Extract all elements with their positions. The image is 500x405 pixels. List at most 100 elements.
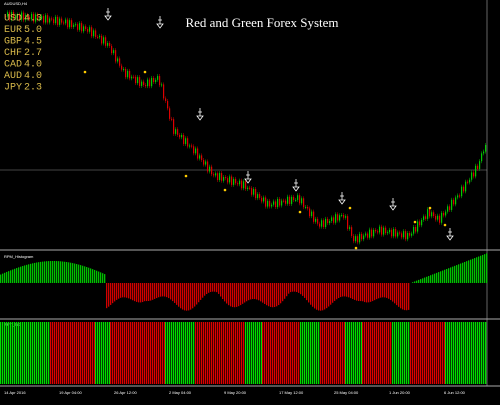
candle <box>457 195 459 198</box>
candle <box>139 77 141 86</box>
candle <box>149 79 151 87</box>
candle <box>113 50 115 54</box>
candle <box>209 166 211 172</box>
oscillator-bar <box>302 283 304 296</box>
candle <box>385 227 387 234</box>
oscillator-bar <box>78 264 80 283</box>
time-label: 2 May 04:00 <box>169 390 192 395</box>
signal-bar <box>349 322 351 384</box>
signal-dot <box>413 220 417 224</box>
signal-bar <box>412 322 414 384</box>
candle <box>321 220 323 227</box>
candle <box>15 15 17 19</box>
oscillator-bar <box>360 283 362 302</box>
signal-bar <box>469 322 471 384</box>
oscillator-bar <box>34 262 36 283</box>
oscillator-bar <box>84 266 86 283</box>
signal-bar <box>130 322 132 384</box>
candle <box>71 20 73 27</box>
oscillator-bar <box>370 283 372 302</box>
candle <box>201 155 203 161</box>
oscillator-bar <box>10 270 12 283</box>
candle <box>289 196 291 204</box>
candle <box>153 77 155 83</box>
candle <box>383 227 385 235</box>
signal-bar <box>296 322 298 384</box>
signal-bar <box>90 322 92 384</box>
oscillator-bar <box>286 283 288 297</box>
signal-bar <box>221 322 223 384</box>
candle <box>337 214 339 221</box>
currency-value: 2.7 <box>24 48 42 59</box>
signal-bar <box>46 322 48 384</box>
oscillator-bar <box>478 256 480 283</box>
oscillator-bar <box>308 283 310 303</box>
candle <box>117 58 119 62</box>
candle <box>193 146 195 154</box>
oscillator-bar <box>92 269 94 283</box>
signal-bar <box>440 322 442 384</box>
oscillator-bar <box>166 283 168 298</box>
oscillator-bar <box>138 283 140 303</box>
candle <box>347 216 349 229</box>
currency-code: USD <box>4 14 22 25</box>
signal-bar <box>10 322 12 384</box>
candle <box>279 198 281 206</box>
candle <box>467 181 469 183</box>
oscillator-bar <box>146 283 148 302</box>
oscillator-bar <box>474 258 476 283</box>
signal-bar <box>355 322 357 384</box>
signal-bar <box>455 322 457 384</box>
signal-bar <box>359 322 361 384</box>
oscillator-bar <box>338 283 340 298</box>
signal-arrow <box>292 179 300 192</box>
candle <box>299 195 301 204</box>
candle <box>407 233 409 240</box>
signal-bar <box>310 322 312 384</box>
signal-bar <box>8 322 10 384</box>
candle <box>291 196 293 204</box>
time-label: 1 Jun 20:00 <box>389 390 411 395</box>
signal-bar <box>52 322 54 384</box>
signal-bar <box>406 322 408 384</box>
candle <box>433 212 435 217</box>
candle <box>469 179 471 183</box>
signal-bar <box>109 322 111 384</box>
signal-bar <box>302 322 304 384</box>
signal-bar <box>351 322 353 384</box>
candle <box>327 218 329 224</box>
signal-bar <box>88 322 90 384</box>
oscillator-bar <box>118 283 120 299</box>
signal-bar <box>64 322 66 384</box>
candle <box>311 211 313 217</box>
candle <box>295 199 297 201</box>
candle <box>215 173 217 176</box>
oscillator-bar <box>316 283 318 310</box>
signal-bar <box>467 322 469 384</box>
oscillator-bar <box>42 261 44 283</box>
oscillator-bar <box>2 273 4 283</box>
candle <box>463 186 465 192</box>
signal-bar <box>48 322 50 384</box>
oscillator-bar <box>392 283 394 302</box>
signal-bar <box>26 322 28 384</box>
symbol-label: AUDUSD,H4 <box>4 1 28 6</box>
candle <box>177 129 179 135</box>
signal-bar <box>22 322 24 384</box>
candle <box>271 204 273 207</box>
candle <box>161 84 163 86</box>
candle <box>171 118 173 120</box>
time-label: 6 Jun 12:00 <box>444 390 466 395</box>
signal-dot <box>184 174 188 178</box>
oscillator-bar <box>314 283 316 309</box>
oscillator-bar <box>246 283 248 302</box>
signal-bar <box>16 322 18 384</box>
signal-arrow <box>156 16 164 29</box>
candle <box>99 35 101 38</box>
signal-bar <box>2 322 4 384</box>
candle <box>13 11 15 19</box>
signal-bar <box>24 322 26 384</box>
candle <box>77 24 79 30</box>
candle <box>67 19 69 28</box>
candle <box>93 30 95 37</box>
